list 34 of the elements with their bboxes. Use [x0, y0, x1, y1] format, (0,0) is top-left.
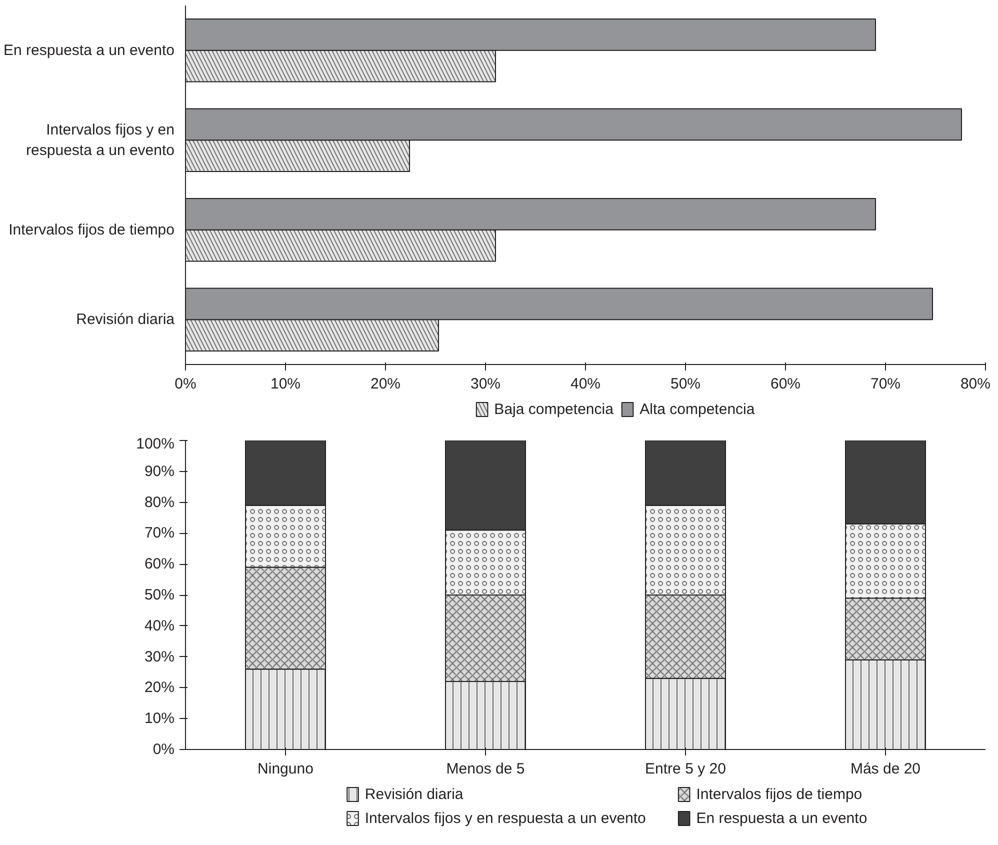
y-tick-label: 60% [144, 556, 175, 573]
x-tick-label: Menos de 5 [446, 760, 525, 778]
y-tick-label: 0% [152, 741, 175, 758]
y-tick-label: 30% [144, 648, 175, 666]
x-tick-label: 50% [670, 376, 701, 392]
y-tick-label: En respuesta a un evento [4, 42, 175, 59]
legend-label: En respuesta a un evento [696, 810, 868, 827]
y-tick-label: 80% [144, 494, 175, 511]
x-tick-label: 20% [370, 376, 401, 392]
y-tick-label: 90% [144, 462, 175, 480]
x-tick-label: 60% [770, 376, 801, 392]
legend-label: Alta competencia [640, 401, 756, 418]
x-tick-label: Ninguno [258, 760, 314, 778]
x-tick-label: 30% [470, 376, 501, 392]
x-tick-label: 0% [174, 376, 196, 392]
x-tick-label: 10% [270, 376, 301, 392]
legend-label: Revisión diaria [364, 786, 464, 803]
y-tick-label: 40% [144, 617, 175, 634]
y-tick-label: 20% [144, 679, 175, 696]
legend-label: Intervalos fijos y en respuesta a un evento [364, 810, 646, 827]
y-tick-label: Intervalos fijos de tiempo [8, 221, 175, 238]
y-tick-label: 50% [144, 586, 175, 604]
y-tick-label: 10% [144, 710, 175, 728]
legend-label: Intervalos fijos de tiempo [696, 786, 862, 803]
y-tick-label: Revisión diaria [76, 311, 176, 328]
y-tick-label: Intervalos fijos y en respuesta a un evento [26, 121, 175, 159]
y-tick-label: 100% [136, 436, 175, 452]
x-tick-label: 80% [960, 376, 991, 392]
y-tick-label: 70% [144, 524, 175, 542]
x-tick-label: Más de 20 [850, 760, 921, 778]
x-tick-label: 40% [570, 376, 601, 392]
x-tick-label: Entre 5 y 20 [645, 760, 726, 778]
x-tick-label: 70% [870, 376, 901, 392]
legend-label: Baja competencia [494, 401, 614, 418]
